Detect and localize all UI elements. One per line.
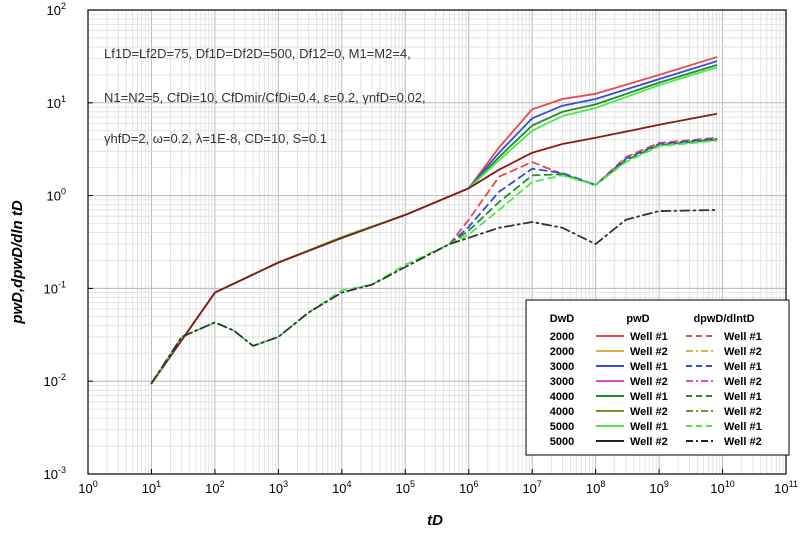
legend-dwd-value: 2000: [550, 346, 574, 358]
legend-dpwd-label: Well #1: [724, 421, 762, 433]
legend-rows: 2000 Well #1 Well #1 2000 Well #2 Well #2 3000…: [550, 331, 762, 448]
legend-pwd-label: Well #1: [630, 421, 668, 433]
legend-dwd-value: 2000: [550, 331, 574, 343]
legend-pwd-label: Well #1: [630, 331, 668, 343]
annotation-line-1: Lf1D=Lf2D=75, Df1D=Df2D=500, Df12=0, M1=…: [104, 46, 411, 61]
legend-dpwd-label: Well #2: [724, 436, 762, 448]
legend-header-dpwd: dpwD/dlntD: [693, 313, 754, 325]
legend-pwd-label: Well #2: [630, 346, 668, 358]
series-line: [150, 209, 718, 385]
legend-dpwd-label: Well #2: [724, 406, 762, 418]
legend-pwd-label: Well #1: [630, 361, 668, 373]
svg-text:tD: tD: [427, 512, 443, 529]
legend-dwd-value: 5000: [550, 421, 574, 433]
series-line: [448, 137, 718, 246]
legend-dpwd-label: Well #1: [724, 391, 762, 403]
grid: [87, 10, 786, 475]
plot-frame: [87, 9, 787, 475]
series-line: [150, 113, 718, 385]
svg-text:pwD,dpwD/dln tD: pwD,dpwD/dln tD: [9, 200, 26, 324]
legend-dpwd-label: Well #2: [724, 376, 762, 388]
legend-dwd-value: 3000: [550, 361, 574, 373]
annotation-line-2: N1=N2=5, CfDi=10, CfDmir/CfDi=0.4, ε=0.2…: [104, 90, 426, 105]
legend-pwd-label: Well #2: [630, 376, 668, 388]
legend-dpwd-label: Well #2: [724, 346, 762, 358]
series-line: [448, 139, 718, 246]
legend-dpwd-label: Well #1: [724, 331, 762, 343]
legend-pwd-label: Well #2: [630, 436, 668, 448]
annotation-line-3: γhfD=2, ω=0.2, λ=1E-8, CD=10, S=0.1: [104, 131, 327, 146]
y-axis-label: pwD,dpwD/dln tD: [9, 200, 26, 324]
legend-header-pwd: pwD: [626, 313, 649, 325]
legend-dwd-value: 3000: [550, 376, 574, 388]
legend-dwd-value: 4000: [550, 406, 574, 418]
legend-header-dwd: DwD: [550, 313, 575, 325]
legend-dwd-value: 5000: [550, 436, 574, 448]
annotation-box: Lf1D=Lf2D=75, Df1D=Df2D=500, Df12=0, M1=…: [104, 46, 426, 146]
legend-box: [525, 299, 790, 456]
legend: DwD pwD dpwD/dlntD 2000 Well #1 Well #1200…: [525, 299, 790, 456]
legend-dpwd-label: Well #1: [724, 361, 762, 373]
series-line: [448, 138, 718, 246]
legend-dwd-value: 4000: [550, 391, 574, 403]
series-line: [448, 136, 718, 246]
series-group: [150, 56, 718, 385]
legend-pwd-label: Well #2: [630, 406, 668, 418]
x-axis-label: tD: [427, 512, 443, 529]
legend-pwd-label: Well #1: [630, 391, 668, 403]
